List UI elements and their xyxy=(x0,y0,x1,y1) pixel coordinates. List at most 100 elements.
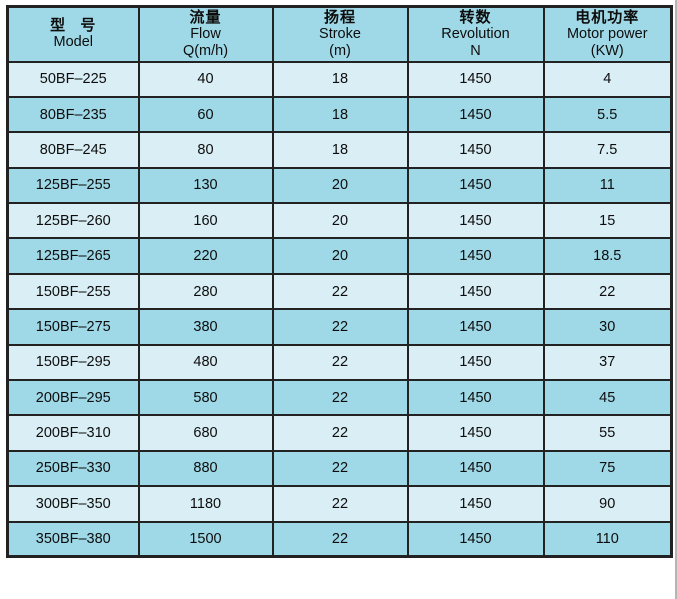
cell-revolution: 1450 xyxy=(406,343,545,382)
cell-power: 90 xyxy=(542,485,673,523)
cell-flow: 1500 xyxy=(137,520,274,558)
cell-power: 37 xyxy=(542,343,673,382)
cell-flow: 880 xyxy=(137,449,274,488)
cell-stroke: 18 xyxy=(271,95,409,134)
cell-model: 200BF–310 xyxy=(6,414,140,452)
cell-power: 7.5 xyxy=(542,131,673,169)
cell-model: 350BF–380 xyxy=(6,520,140,558)
cell-revolution: 1450 xyxy=(406,60,545,98)
cell-model: 250BF–330 xyxy=(6,449,140,488)
cell-stroke: 22 xyxy=(271,520,409,558)
column-header-stroke-zh: 扬程 xyxy=(323,8,356,26)
cell-stroke: 22 xyxy=(271,343,409,382)
table-row: 125BF–255 130 20 1450 11 xyxy=(6,166,673,205)
column-header-flow-en: Flow xyxy=(190,25,221,42)
column-header-model-en: Model xyxy=(53,34,94,51)
cell-flow: 480 xyxy=(137,343,274,382)
table-row: 80BF–235 60 18 1450 5.5 xyxy=(6,95,673,134)
cell-flow: 160 xyxy=(137,202,274,240)
column-header-motor-power-en: Motor power xyxy=(566,25,648,42)
cell-revolution: 1450 xyxy=(406,272,545,311)
cell-stroke: 20 xyxy=(271,237,409,275)
cell-model: 150BF–275 xyxy=(6,308,140,346)
table-row: 150BF–295 480 22 1450 37 xyxy=(6,343,673,382)
cell-revolution: 1450 xyxy=(406,308,545,346)
table-row: 80BF–245 80 18 1450 7.5 xyxy=(6,131,673,169)
cell-revolution: 1450 xyxy=(406,166,545,205)
column-header-stroke-en: Stroke xyxy=(319,25,361,42)
cell-power: 18.5 xyxy=(542,237,673,275)
cell-power: 45 xyxy=(542,379,673,417)
table-row: 150BF–255 280 22 1450 22 xyxy=(6,272,673,311)
column-header-motor-power: 电机功率 Motor power (KW) xyxy=(542,5,673,63)
column-header-motor-power-unit: (KW) xyxy=(590,42,624,59)
cell-flow: 80 xyxy=(137,131,274,169)
column-header-model: 型 号 Model xyxy=(6,5,140,63)
cell-model: 150BF–255 xyxy=(6,272,140,311)
cell-model: 125BF–260 xyxy=(6,202,140,240)
cell-revolution: 1450 xyxy=(406,449,545,488)
cell-revolution: 1450 xyxy=(406,379,545,417)
header-row: 型 号 Model 流量 Flow Q(m/h) 扬程 Stroke (m) 转… xyxy=(6,5,673,63)
column-header-flow-unit: Q(m/h) xyxy=(182,42,229,59)
column-header-stroke: 扬程 Stroke (m) xyxy=(271,5,409,63)
cell-revolution: 1450 xyxy=(406,414,545,452)
cell-power: 15 xyxy=(542,202,673,240)
table-row: 200BF–310 680 22 1450 55 xyxy=(6,414,673,452)
table-row: 125BF–265 220 20 1450 18.5 xyxy=(6,237,673,275)
cell-revolution: 1450 xyxy=(406,95,545,134)
column-header-stroke-unit: (m) xyxy=(329,42,351,59)
column-header-flow: 流量 Flow Q(m/h) xyxy=(137,5,274,63)
cell-flow: 580 xyxy=(137,379,274,417)
cell-power: 22 xyxy=(542,272,673,311)
cell-flow: 220 xyxy=(137,237,274,275)
cell-stroke: 22 xyxy=(271,379,409,417)
cell-model: 200BF–295 xyxy=(6,379,140,417)
cell-stroke: 20 xyxy=(271,202,409,240)
cell-stroke: 22 xyxy=(271,414,409,452)
page-edge-shadow xyxy=(675,0,677,599)
cell-model: 300BF–350 xyxy=(6,485,140,523)
cell-power: 30 xyxy=(542,308,673,346)
cell-flow: 1180 xyxy=(137,485,274,523)
cell-stroke: 22 xyxy=(271,272,409,311)
column-header-flow-zh: 流量 xyxy=(189,8,222,26)
column-header-revolution-en: Revolution xyxy=(441,25,510,42)
cell-stroke: 18 xyxy=(271,131,409,169)
table-row: 150BF–275 380 22 1450 30 xyxy=(6,308,673,346)
cell-revolution: 1450 xyxy=(406,485,545,523)
cell-flow: 380 xyxy=(137,308,274,346)
cell-power: 4 xyxy=(542,60,673,98)
cell-stroke: 18 xyxy=(271,60,409,98)
column-header-revolution-unit: N xyxy=(470,42,481,59)
cell-model: 80BF–245 xyxy=(6,131,140,169)
cell-revolution: 1450 xyxy=(406,131,545,169)
column-header-model-zh: 型 号 xyxy=(50,17,97,35)
cell-power: 75 xyxy=(542,449,673,488)
cell-model: 80BF–235 xyxy=(6,95,140,134)
column-header-motor-power-zh: 电机功率 xyxy=(575,8,640,26)
cell-power: 11 xyxy=(542,166,673,205)
table-row: 200BF–295 580 22 1450 45 xyxy=(6,379,673,417)
cell-stroke: 22 xyxy=(271,485,409,523)
cell-flow: 280 xyxy=(137,272,274,311)
table-row: 350BF–380 1500 22 1450 110 xyxy=(6,520,673,558)
cell-power: 55 xyxy=(542,414,673,452)
cell-revolution: 1450 xyxy=(406,237,545,275)
cell-stroke: 22 xyxy=(271,308,409,346)
cell-model: 50BF–225 xyxy=(6,60,140,98)
cell-flow: 60 xyxy=(137,95,274,134)
table-row: 50BF–225 40 18 1450 4 xyxy=(6,60,673,98)
table-row: 125BF–260 160 20 1450 15 xyxy=(6,202,673,240)
cell-power: 5.5 xyxy=(542,95,673,134)
cell-power: 110 xyxy=(542,520,673,558)
cell-revolution: 1450 xyxy=(406,202,545,240)
cell-revolution: 1450 xyxy=(406,520,545,558)
cell-model: 125BF–255 xyxy=(6,166,140,205)
cell-flow: 680 xyxy=(137,414,274,452)
cell-model: 125BF–265 xyxy=(6,237,140,275)
cell-flow: 130 xyxy=(137,166,274,205)
cell-stroke: 20 xyxy=(271,166,409,205)
table-row: 250BF–330 880 22 1450 75 xyxy=(6,449,673,488)
